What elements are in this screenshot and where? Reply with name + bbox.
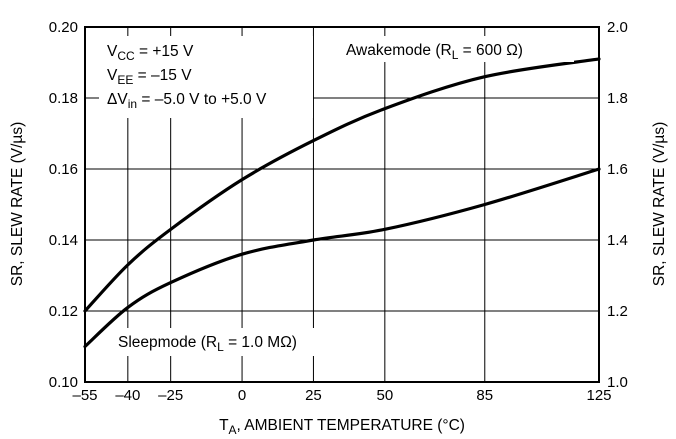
right-y-tick-label: 1.2	[607, 303, 628, 320]
series-line-awakemode	[83, 57, 601, 313]
y-axis-label-left: SR, SLEW RATE (V/µs)	[9, 122, 26, 287]
condition-delta-vin: ΔVin = –5.0 V to +5.0 V	[107, 91, 267, 111]
x-axis-label: TA, AMBIENT TEMPERATURE (°C)	[219, 417, 465, 437]
series-line-sleepmode	[83, 167, 601, 349]
left-y-ticks: 0.10 0.12 0.14 0.16 0.18 0.20	[49, 19, 78, 391]
left-y-tick-label: 0.20	[49, 19, 78, 36]
awake-label-mask	[338, 36, 574, 62]
condition-vcc: VCC = +15 V	[107, 43, 194, 63]
sleep-label-mask	[113, 328, 335, 356]
x-tick-label: 125	[586, 387, 611, 404]
conditions-mask	[99, 36, 313, 118]
condition-vee: VEE = –15 V	[107, 67, 192, 87]
x-tick-label: –25	[158, 387, 183, 404]
x-tick-label: 0	[238, 387, 246, 404]
right-y-tick-label: 1.4	[607, 232, 628, 249]
y-axis-label-right: SR, SLEW RATE (V/µs)	[651, 122, 668, 287]
right-y-tick-label: 1.6	[607, 161, 628, 178]
left-y-tick-label: 0.10	[49, 374, 78, 391]
plot-frame	[84, 26, 600, 383]
sleepmode-label: Sleepmode (RL = 1.0 MΩ)	[118, 334, 297, 354]
awakemode-label: Awakemode (RL = 600 Ω)	[346, 42, 523, 62]
x-tick-label: –40	[115, 387, 140, 404]
x-tick-label: 85	[476, 387, 493, 404]
series-layer	[83, 57, 601, 349]
right-y-tick-label: 1.0	[607, 374, 628, 391]
x-tick-label: –55	[72, 387, 97, 404]
left-y-tick-label: 0.18	[49, 90, 78, 107]
left-y-tick-label: 0.16	[49, 161, 78, 178]
left-y-tick-label: 0.14	[49, 232, 78, 249]
x-tick-label: 50	[376, 387, 393, 404]
x-ticks: –55 –40 –25 0 25 50 85 125	[72, 387, 611, 404]
x-tick-label: 25	[305, 387, 322, 404]
right-y-ticks: 1.0 1.2 1.4 1.6 1.8 2.0	[607, 19, 628, 391]
right-y-tick-label: 2.0	[607, 19, 628, 36]
right-y-tick-label: 1.8	[607, 90, 628, 107]
left-y-tick-label: 0.12	[49, 303, 78, 320]
